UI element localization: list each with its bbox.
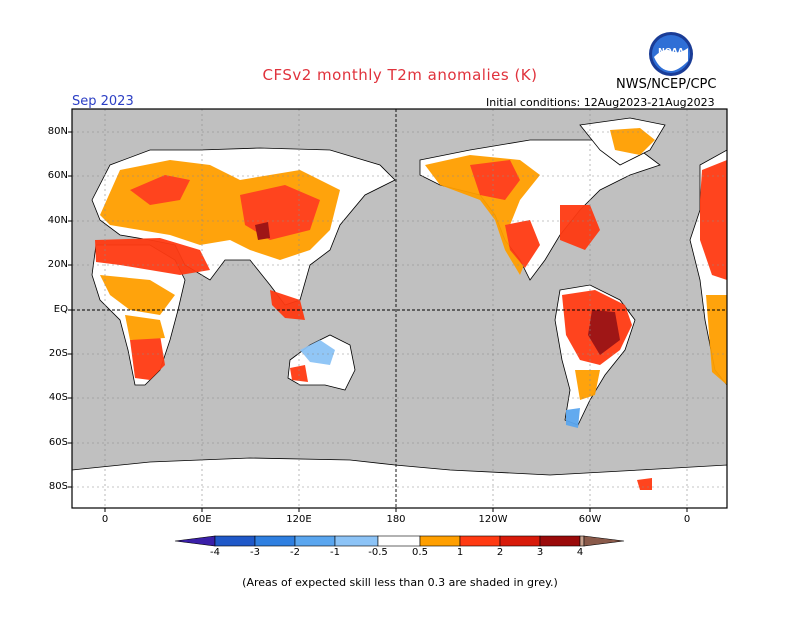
lat-label: 80S (48, 481, 68, 492)
anomaly-patches (95, 128, 727, 490)
colorbar-bin-8 (459, 535, 501, 547)
lon-label: 180 (386, 514, 406, 525)
colorbar-label: -1 (330, 547, 340, 558)
colorbar-bin-5 (334, 535, 379, 547)
colorbar-label: 3 (536, 547, 544, 558)
anomaly-australia-warm (290, 365, 308, 382)
lat-label: 20N (47, 259, 68, 270)
colorbar-label: -4 (210, 547, 220, 558)
lat-label: EQ (53, 304, 68, 315)
lat-label: 20S (48, 348, 68, 359)
initial-conditions: Initial conditions: 12Aug2023-21Aug2023 (486, 96, 715, 109)
lon-label: 0 (683, 514, 691, 525)
lon-label: 120W (478, 514, 508, 525)
colorbar-bin-1 (174, 535, 216, 547)
anomaly-asia-peak (255, 222, 270, 240)
anomaly-brazil-peak (588, 310, 620, 355)
colorbar-bin-12 (583, 535, 625, 547)
forecast-month: Sep 2023 (72, 94, 134, 109)
anomaly-central-africa (125, 315, 165, 340)
anomaly-southern-sa (575, 370, 600, 400)
colorbar-label: 1 (456, 547, 464, 558)
lon-label: 60W (578, 514, 602, 525)
anomaly-canada-strong (470, 160, 520, 200)
colorbar-label: 2 (496, 547, 504, 558)
agency-label: NWS/NCEP/CPC (616, 77, 717, 92)
colorbar-bin-2 (214, 535, 256, 547)
anomaly-sahel (100, 275, 175, 315)
anomaly-us-strong (505, 220, 540, 268)
colorbar-label: -3 (250, 547, 260, 558)
anomaly-right-africa (706, 295, 727, 385)
anomaly-greenland (610, 128, 655, 155)
lon-label: 60E (192, 514, 212, 525)
skill-note: (Areas of expected skill less than 0.3 a… (242, 576, 558, 589)
lat-label: 60S (48, 437, 68, 448)
colorbar-label: 4 (576, 547, 584, 558)
map-frame (71, 108, 728, 509)
lon-label: 0 (101, 514, 109, 525)
colorbar (174, 535, 625, 547)
colorbar-label: 0.5 (412, 547, 428, 558)
lat-label: 40S (48, 392, 68, 403)
colorbar-label: -0.5 (368, 547, 388, 558)
anomaly-patagonia-cool (566, 408, 580, 428)
chart-title: CFSv2 monthly T2m anomalies (K) (262, 66, 538, 84)
colorbar-bin-7 (419, 535, 461, 547)
lat-label: 60N (47, 170, 68, 181)
noaa-logo: NOAA (648, 31, 694, 77)
colorbar-bin-11 (579, 535, 585, 547)
lon-label: 120E (286, 514, 312, 525)
graticule (72, 109, 727, 508)
colorbar-bin-9 (499, 535, 541, 547)
anomaly-se-asia (270, 290, 305, 320)
axis-ticks (68, 131, 688, 512)
reference-lines (72, 109, 727, 508)
anomaly-southern-africa (130, 335, 165, 380)
anomaly-north-africa (95, 238, 210, 275)
colorbar-bin-3 (254, 535, 296, 547)
lat-label: 80N (47, 126, 68, 137)
anomaly-right-europe (700, 160, 727, 280)
anomaly-eastern-na (560, 205, 600, 250)
anomaly-europe-strong (130, 175, 190, 205)
colorbar-label: -2 (290, 547, 300, 558)
colorbar-bin-4 (294, 535, 336, 547)
anomaly-australia-cool (300, 340, 335, 365)
lat-label: 40N (47, 215, 68, 226)
noaa-logo-text: NOAA (658, 47, 684, 56)
colorbar-bin-6 (377, 535, 421, 547)
colorbar-bin-10 (539, 535, 581, 547)
